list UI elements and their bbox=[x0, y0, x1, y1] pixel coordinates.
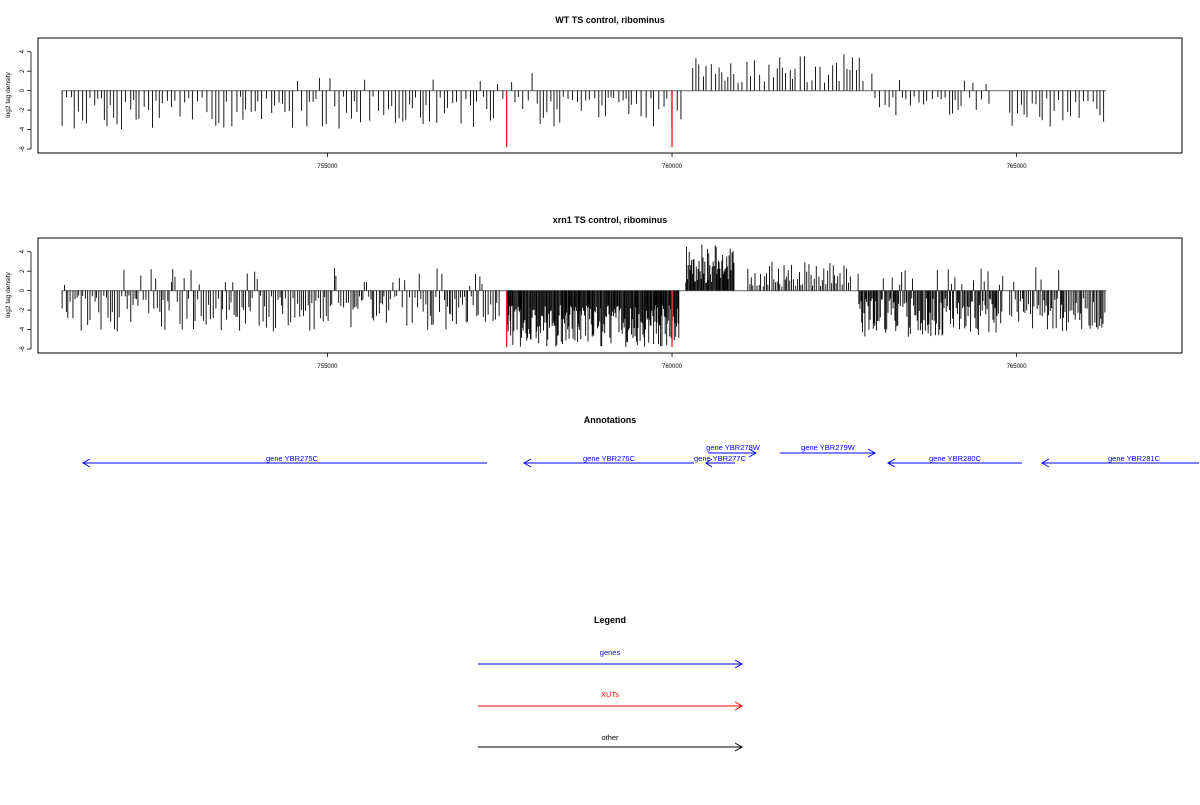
gene-label: gene YBR276C bbox=[583, 454, 636, 463]
gene-arrow bbox=[81, 458, 487, 468]
wt-x-tick-label: 755000 bbox=[317, 164, 338, 170]
legend-label-genes: genes bbox=[600, 648, 621, 657]
xrn1-x-tick-label: 765000 bbox=[1007, 364, 1028, 370]
annotations-panel: Annotations gene YBR275C gene YBR276C ge… bbox=[81, 415, 1199, 468]
legend-label-other: other bbox=[601, 733, 619, 742]
xrn1-track-plot-frame bbox=[37, 237, 1183, 354]
gene-label: gene YBR281C bbox=[1108, 454, 1161, 463]
xrn1-x-tick-label: 755000 bbox=[317, 364, 338, 370]
xrn1-y-tick-label: 2 bbox=[20, 269, 26, 273]
xrn1-x-tick-label: 760000 bbox=[662, 364, 683, 370]
gene-label: gene YBR278W bbox=[706, 443, 761, 452]
xrn1-y-tick-label: 4 bbox=[20, 249, 26, 253]
wt-y-tick-label: -2 bbox=[20, 107, 26, 113]
wt-track-bars bbox=[61, 54, 1107, 148]
wt-x-tick-label: 765000 bbox=[1007, 164, 1028, 170]
gene-label: gene YBR280C bbox=[929, 454, 982, 463]
wt-y-tick-label: -6 bbox=[20, 146, 26, 152]
legend-panel: Legend genes XUTs other bbox=[478, 615, 744, 752]
gene-arrow bbox=[780, 448, 877, 458]
xrn1-track-panel: xrn1 TS control, ribominus -6 -4 -2 0 2 4 755… bbox=[5, 215, 1183, 370]
gene-arrow bbox=[1040, 458, 1199, 468]
legend-label-xuts: XUTs bbox=[601, 690, 619, 699]
wt-track-panel: WT TS control, ribominus -6 -4 -2 0 2 4 75500… bbox=[5, 15, 1183, 170]
wt-y-tick-label: 0 bbox=[20, 88, 26, 92]
wt-track-x-axis: 755000 760000 765000 bbox=[317, 153, 1027, 170]
xrn1-track-y-label: log2 tag density bbox=[5, 271, 12, 317]
annotations-title: Annotations bbox=[584, 415, 637, 425]
xrn1-track-x-axis: 755000 760000 765000 bbox=[317, 353, 1027, 370]
xrn1-y-tick-label: -4 bbox=[20, 326, 26, 332]
legend-title: Legend bbox=[594, 615, 626, 625]
gene-arrow bbox=[522, 458, 694, 468]
xrn1-y-tick-label: -2 bbox=[20, 307, 26, 313]
wt-track-y-axis: -6 -4 -2 0 2 4 bbox=[20, 49, 32, 152]
gene-label: gene YBR275C bbox=[266, 454, 319, 463]
legend-arrow-xuts bbox=[478, 701, 744, 711]
xrn1-y-tick-label: -6 bbox=[20, 346, 26, 352]
gene-arrow bbox=[886, 458, 1022, 468]
gene-label: gene YBR277C bbox=[694, 454, 747, 463]
gene-arrow bbox=[708, 448, 758, 458]
wt-y-tick-label: 2 bbox=[20, 69, 26, 73]
xrn1-track-title: xrn1 TS control, ribominus bbox=[553, 215, 668, 225]
gene-label: gene YBR279W bbox=[801, 443, 856, 452]
xrn1-y-tick-label: 0 bbox=[20, 288, 26, 292]
wt-track-title: WT TS control, ribominus bbox=[555, 15, 665, 25]
wt-y-tick-label: -4 bbox=[20, 126, 26, 132]
gene-arrow bbox=[705, 458, 735, 468]
xrn1-track-y-axis: -6 -4 -2 0 2 4 bbox=[20, 249, 32, 352]
legend-arrow-other bbox=[478, 742, 744, 752]
xrn1-track-bars bbox=[61, 244, 1107, 348]
wt-track-plot-frame bbox=[37, 37, 1183, 154]
legend-arrow-genes bbox=[478, 659, 744, 669]
wt-y-tick-label: 4 bbox=[20, 49, 26, 53]
wt-x-tick-label: 760000 bbox=[662, 164, 683, 170]
wt-track-y-label: log2 tag density bbox=[5, 71, 12, 117]
